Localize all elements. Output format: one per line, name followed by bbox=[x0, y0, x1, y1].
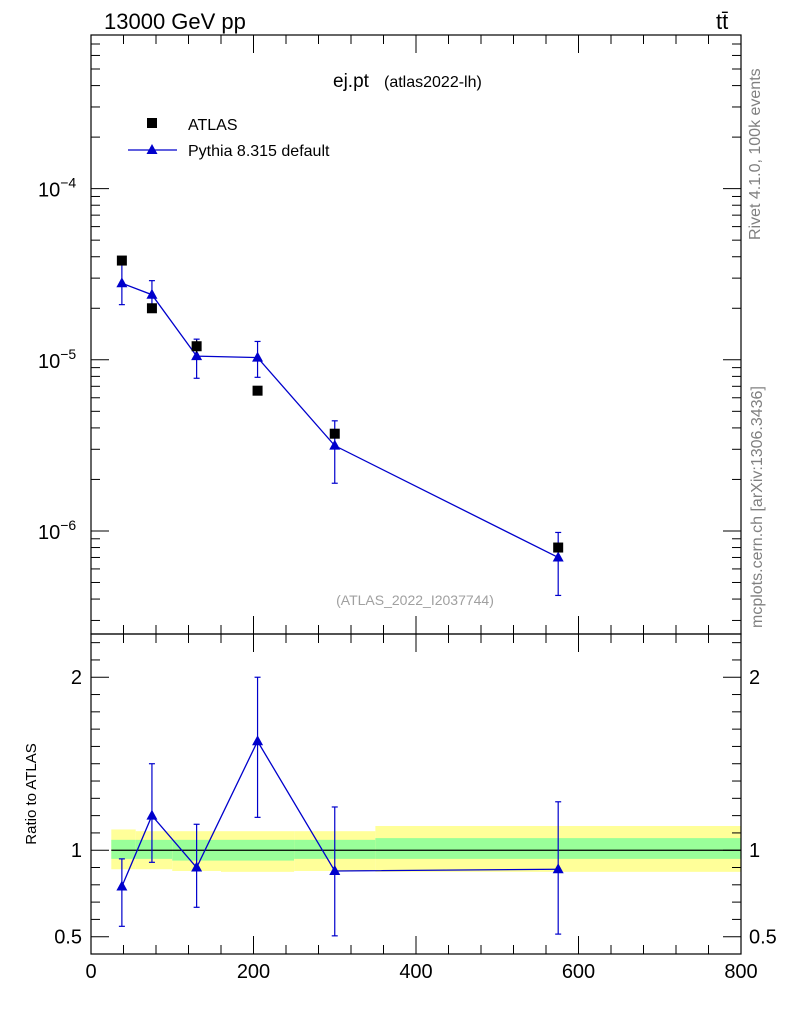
pythia-point bbox=[252, 351, 264, 362]
atlas-point bbox=[191, 341, 202, 352]
ratio-y-axis-label: Ratio to ATLAS bbox=[23, 743, 40, 844]
pythia-point bbox=[329, 439, 341, 450]
pythia-line bbox=[121, 282, 559, 559]
atlas-point bbox=[553, 542, 564, 553]
main-y-tick-labels: 10−6 10−5 10−4 bbox=[38, 175, 76, 544]
atlas-point bbox=[116, 255, 127, 266]
pythia-point bbox=[116, 277, 128, 288]
legend: ATLAS Pythia 8.315 default bbox=[128, 117, 330, 160]
x-tick-label: 800 bbox=[724, 961, 757, 983]
main-data-marks bbox=[116, 255, 564, 597]
y-tick-label: 10−4 bbox=[38, 175, 76, 202]
ratio-y-tick-labels: 0.5 0.5 1 1 2 2 bbox=[54, 667, 777, 948]
rivet-version-label: Rivet 4.1.0, 100k events bbox=[747, 68, 764, 240]
ratio-y-tick-label-left: 0.5 bbox=[54, 927, 82, 949]
ratio-plot-panel: 0.5 0.5 1 1 2 2 0 200 400 600 800 Ratio to ATLAS bbox=[23, 633, 777, 983]
ratio-pythia-point bbox=[329, 864, 341, 875]
ratio-pythia-line bbox=[121, 739, 559, 887]
ratio-green-band bbox=[135, 839, 173, 859]
atlas-point bbox=[329, 428, 340, 439]
x-tick-labels: 0 200 400 600 800 bbox=[85, 961, 757, 983]
atlas-point bbox=[146, 303, 157, 314]
ratio-y-tick-label-right: 1 bbox=[749, 840, 760, 862]
source-label: mcplots.cern.ch [arXiv:1306.3436] bbox=[749, 386, 766, 628]
ratio-pythia-point bbox=[252, 735, 264, 746]
x-tick-label: 200 bbox=[237, 961, 270, 983]
ratio-y-tick-label-left: 1 bbox=[71, 840, 82, 862]
energy-label: 13000 GeV pp bbox=[104, 9, 246, 34]
ratio-data-marks bbox=[116, 676, 564, 937]
ratio-pythia-point bbox=[146, 809, 158, 820]
ratio-pythia-point bbox=[552, 863, 564, 874]
analysis-watermark: (ATLAS_2022_I2037744) bbox=[336, 592, 494, 608]
chart-subtitle: (atlas2022-lh) bbox=[384, 74, 482, 91]
x-tick-label: 0 bbox=[85, 961, 96, 983]
process-label: tt̄ bbox=[716, 9, 728, 34]
atlas-point bbox=[252, 385, 263, 396]
legend-atlas-label: ATLAS bbox=[188, 117, 238, 134]
ratio-green-band bbox=[111, 839, 136, 859]
x-tick-label: 600 bbox=[562, 961, 595, 983]
ratio-y-tick-label-right: 2 bbox=[749, 667, 760, 689]
pythia-point bbox=[552, 551, 564, 562]
chart-title: ej.pt bbox=[333, 71, 370, 92]
legend-pythia-marker bbox=[146, 144, 158, 154]
y-tick-label: 10−5 bbox=[38, 346, 76, 373]
ratio-plot-frame bbox=[90, 633, 742, 955]
ratio-pythia-point bbox=[116, 880, 128, 891]
y-tick-label: 10−6 bbox=[38, 517, 76, 544]
legend-pythia-label: Pythia 8.315 default bbox=[188, 143, 330, 160]
main-axis-ticks bbox=[90, 35, 742, 634]
ratio-pythia-point bbox=[191, 861, 203, 872]
ratio-y-tick-label-right: 0.5 bbox=[749, 927, 777, 949]
legend-atlas-marker bbox=[147, 118, 157, 128]
pythia-point bbox=[191, 350, 203, 361]
pythia-point bbox=[146, 288, 158, 299]
x-tick-label: 400 bbox=[399, 961, 432, 983]
ratio-y-tick-label-left: 2 bbox=[71, 667, 82, 689]
